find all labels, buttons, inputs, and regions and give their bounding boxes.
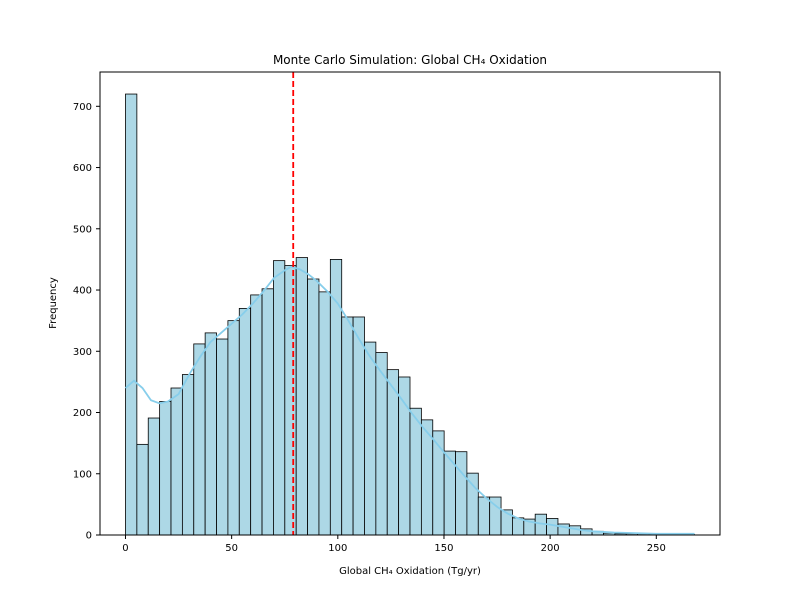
histogram-bar <box>273 260 286 536</box>
histogram-bar <box>136 443 149 536</box>
x-tick-label: 0 <box>122 543 128 554</box>
y-tick-label: 0 <box>86 531 92 542</box>
y-tick-label: 500 <box>73 224 92 235</box>
histogram-bar <box>193 343 206 536</box>
histogram-bar <box>546 518 559 536</box>
plot-frame <box>99 71 721 536</box>
y-tick-label: 300 <box>73 347 92 358</box>
y-axis-title: Frequency <box>48 277 59 329</box>
x-tick-label: 200 <box>541 543 560 554</box>
x-tick-label: 50 <box>225 543 238 554</box>
histogram-bar <box>398 376 411 536</box>
histogram-bar <box>295 257 308 536</box>
histogram-bar <box>341 316 354 536</box>
histogram-bar <box>204 332 217 536</box>
bars-group <box>125 93 695 536</box>
histogram-bar <box>352 316 365 536</box>
histogram-bar <box>364 341 377 536</box>
histogram-bar <box>159 401 172 536</box>
y-tick-label: 700 <box>73 102 92 113</box>
histogram-bar <box>261 288 274 536</box>
histogram-bar <box>227 320 240 536</box>
histogram-bar <box>455 451 468 536</box>
histogram-bar <box>409 407 422 536</box>
y-tick-label: 600 <box>73 163 92 174</box>
histogram-bar <box>466 472 479 536</box>
y-tick-label: 200 <box>73 408 92 419</box>
chart-title: Monte Carlo Simulation: Global CH₄ Oxida… <box>273 53 547 67</box>
histogram-bar <box>238 307 252 536</box>
histogram-bar <box>318 291 331 536</box>
histogram-bar <box>125 93 138 536</box>
histogram-bar <box>386 369 400 536</box>
histogram-bar <box>307 278 320 536</box>
x-axis-title: Global CH₄ Oxidation (Tg/yr) <box>339 566 481 577</box>
histogram-bar <box>284 265 297 536</box>
histogram-bar <box>181 374 195 536</box>
histogram-bar <box>250 294 263 536</box>
x-tick-label: 100 <box>328 543 347 554</box>
histogram-bar <box>170 387 183 536</box>
y-axis: 0 100 200 300 400 500 600 700 <box>73 102 100 542</box>
histogram-bar <box>216 338 229 536</box>
x-axis: 0 50 100 150 200 250 <box>122 535 666 554</box>
x-tick-label: 250 <box>647 543 666 554</box>
x-tick-label: 150 <box>434 543 453 554</box>
histogram-bar <box>477 496 491 536</box>
y-tick-label: 100 <box>73 469 92 480</box>
histogram-bar <box>147 417 161 536</box>
y-tick-label: 400 <box>73 286 92 297</box>
kde-line <box>124 265 695 535</box>
histogram-bar <box>375 352 388 536</box>
